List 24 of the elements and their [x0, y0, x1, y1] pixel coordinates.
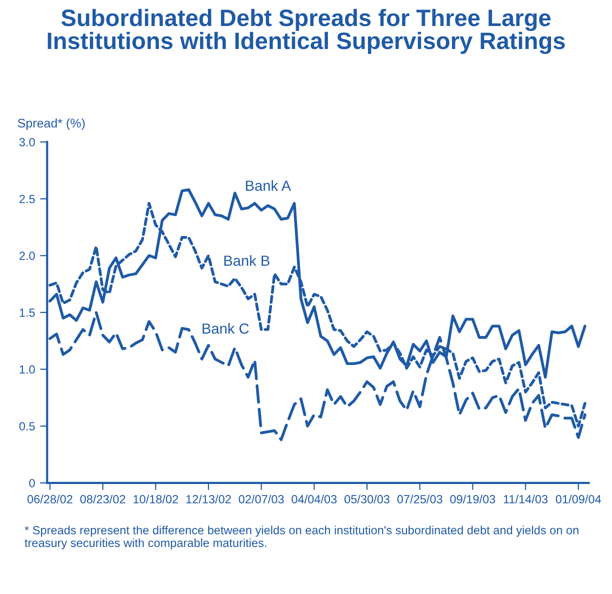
y-axis-title: Spread* (%)	[18, 118, 85, 130]
y-tick-label: 2.5	[20, 194, 35, 204]
x-tick-label: 12/13/02	[186, 494, 231, 504]
x-tick-label: 06/28/02	[27, 494, 72, 504]
text: * Spreads represent the difference between yields on each institution's subordinated debt and yields on on treasury securities with comparable maturities.	[24, 526, 578, 550]
x-tick-label: 07/25/03	[397, 494, 442, 504]
y-tick-label: 0.5	[19, 422, 35, 430]
series-label: Bank A	[246, 180, 292, 191]
x-tick-label: 08/23/02	[80, 494, 126, 504]
y-tick-label: 1.5	[20, 308, 35, 317]
x-tick-label: 05/30/03	[344, 494, 390, 504]
x-tick-label: 11/14/03	[504, 494, 548, 504]
y-tick-label: 1.0	[20, 365, 35, 374]
y-tick-label: 3.0	[19, 138, 35, 146]
series-label: Bank B	[224, 255, 270, 266]
x-tick-label: 09/19/03	[450, 494, 496, 504]
x-tick-label: 10/18/02	[134, 494, 178, 504]
y-tick-label: 0	[29, 478, 35, 488]
series-label: Bank C	[202, 323, 249, 334]
x-tick-label: 01/09/04	[556, 494, 601, 504]
x-tick-label: 02/07/03	[238, 494, 284, 504]
chart-title: Subordinated Debt Spreads for Three Large Institutions with Identical Supervisory Ratings	[48, 8, 565, 54]
x-tick-label: 04/04/03	[292, 494, 337, 504]
y-tick-label: 2.0	[20, 252, 35, 260]
